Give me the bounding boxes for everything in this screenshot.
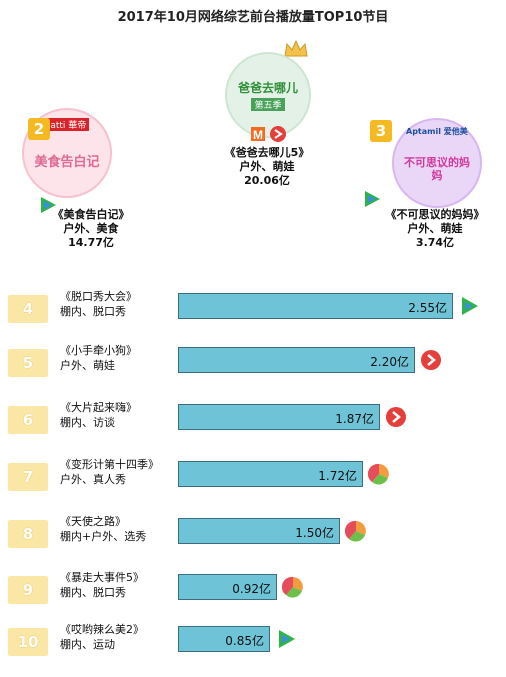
chart-title: 2017年10月网络综艺前台播放量TOP10节目 [117,10,389,25]
show-name: 《脱口秀大会》 [60,290,137,303]
value-bar [178,626,270,652]
show-name: 《变形计第十四季》 [60,458,159,471]
podium-value-3: 3.74亿 [415,236,455,249]
youku-icon [420,349,442,371]
youku-icon [385,406,407,428]
tencent-video-icon [275,628,297,650]
show-genre: 棚内、访谈 [60,416,115,429]
ranking-row: 10 《哎哟辣么美2》 棚内、运动 0.85亿 [0,622,506,668]
ranking-row: 4 《脱口秀大会》 棚内、脱口秀 2.55亿 [0,289,506,335]
poster-title-baba: 爸爸去哪儿 [237,81,298,95]
show-name: 《哎哟辣么美2》 [60,623,144,636]
show-name: 《天使之路》 [60,515,126,528]
poster-meishi: vatti 華帝 美食告白记 [22,108,112,198]
show-genre: 棚内、运动 [60,638,115,651]
svg-text:M: M [253,128,263,142]
show-name: 《大片起来嗨》 [60,401,137,414]
poster-brand-vatti: vatti 華帝 [42,118,90,131]
poster-title-meishi: 美食告白记 [34,154,100,170]
iqiyi-pie-icon [281,576,304,598]
rank-badge: 4 [8,295,48,323]
bar-value-label: 2.55亿 [408,301,447,315]
bar-value-label: 1.50亿 [295,526,334,540]
value-bar [178,293,453,319]
bar-value-label: 1.87亿 [335,412,374,426]
rank-badge: 6 [8,406,48,434]
show-name: 《小手牵小狗》 [60,344,137,357]
value-bar [178,461,363,487]
value-bar [178,347,415,373]
podium-name-3: 《不可思议的妈妈》 [385,208,485,221]
show-genre: 棚内+户外、选秀 [60,530,147,543]
crown-icon [284,39,308,57]
podium-genre-3: 户外、萌娃 [407,222,463,235]
poster-title-mama: 不可思议的妈妈 [404,156,470,182]
bar-value-label: 0.92亿 [232,582,271,596]
ranking-row: 7 《变形计第十四季》 户外、真人秀 1.72亿 [0,457,506,503]
show-genre: 户外、萌娃 [60,359,115,372]
podium-genre-2: 户外、美食 [63,222,119,235]
bar-value-label: 1.72亿 [318,469,357,483]
rank-badge: 10 [8,628,48,656]
rank-badge: 8 [8,520,48,548]
show-genre: 棚内、脱口秀 [60,305,126,318]
podium-value-2: 14.77亿 [68,236,114,249]
bar-value-label: 0.85亿 [225,634,264,648]
ranking-row: 8 《天使之路》棚内+户外、选秀 1.50亿 [0,514,506,560]
show-genre: 棚内、脱口秀 [60,586,126,599]
rank-tag-2: 2 [28,118,50,140]
bar-value-label: 2.20亿 [370,355,409,369]
rank-tag-3: 3 [370,120,392,142]
iqiyi-pie-icon [367,463,390,485]
ranking-row: 6 《大片起来嗨》 棚内、访谈 1.87亿 [0,400,506,446]
tencent-video-icon [458,295,480,317]
tencent-video-icon [41,197,56,213]
value-bar [178,404,380,430]
poster-mama: Aptamil 爱他美 不可思议的妈妈 [392,118,482,208]
tencent-video-icon [365,191,380,207]
mango-tv-icon: M [251,126,286,142]
podium-genre-1: 户外、萌娃 [239,160,295,173]
show-name: 《暴走大事件5》 [60,571,144,584]
poster-sub-baba: 第五季 [251,98,285,111]
rank-badge: 9 [8,576,48,604]
rank-badge: 7 [8,463,48,491]
show-genre: 户外、真人秀 [60,473,126,486]
podium-name-2: 《美食告白记》 [52,208,130,221]
poster-baba: 爸爸去哪儿 第五季 [225,52,311,138]
podium-value-1: 20.06亿 [244,174,290,187]
rank-badge: 5 [8,349,48,377]
poster-brand-aptamil: Aptamil 爱他美 [406,127,468,136]
podium-name-1: 《爸爸去哪儿5》 [224,146,310,159]
value-bar [178,574,277,600]
ranking-row: 9 《暴走大事件5》 棚内、脱口秀 0.92亿 [0,570,506,616]
value-bar [178,518,340,544]
iqiyi-pie-icon [344,520,367,542]
ranking-row: 5 《小手牵小狗》 户外、萌娃 2.20亿 [0,343,506,389]
